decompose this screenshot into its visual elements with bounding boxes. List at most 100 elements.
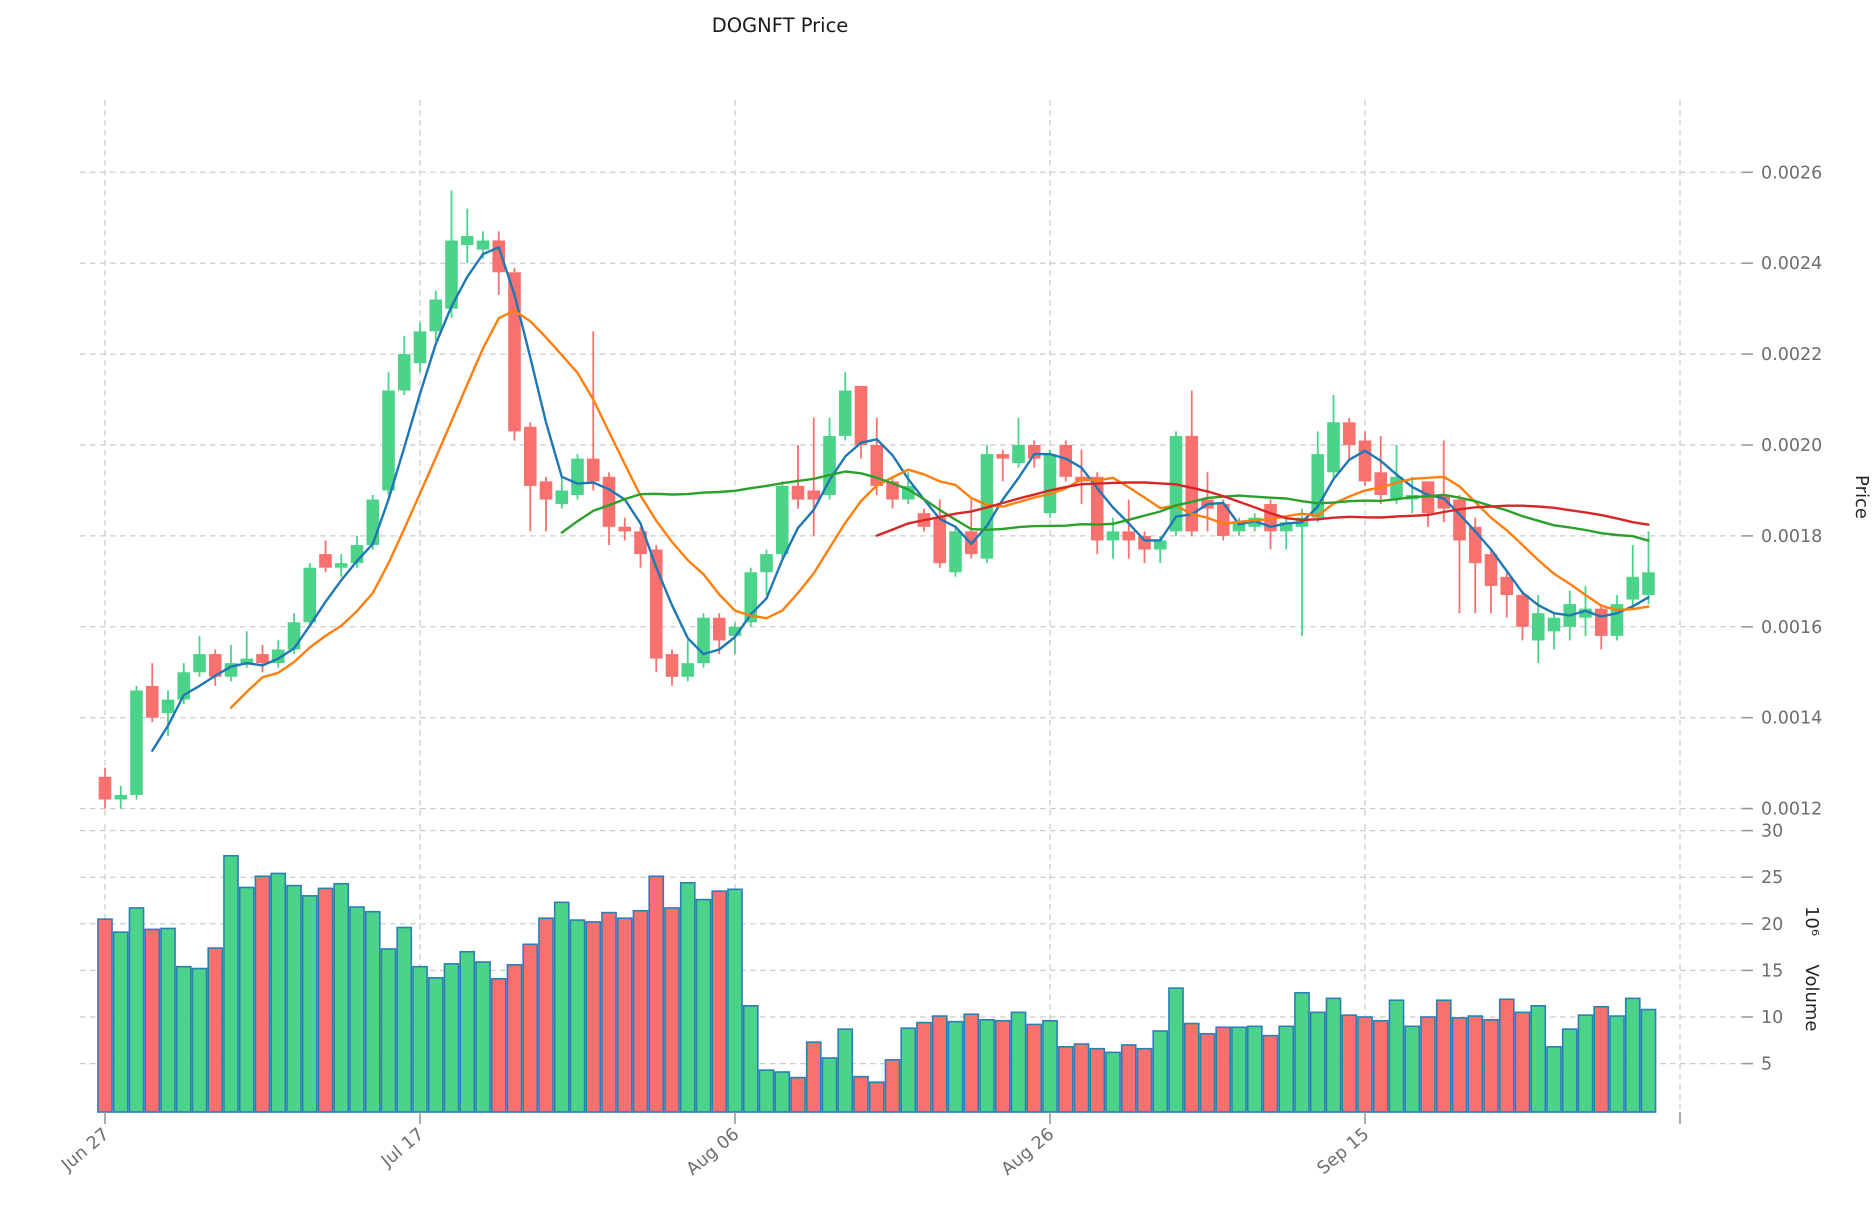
volume-bar (664, 907, 680, 1113)
candle-body (413, 331, 427, 364)
candle-body (303, 567, 317, 623)
volume-bar (774, 1071, 791, 1113)
date-tick-label: Aug 06 (683, 1125, 743, 1180)
candle-body (1012, 445, 1025, 464)
date-tick-label: Jun 27 (57, 1125, 113, 1176)
volume-bar (1530, 1005, 1547, 1113)
candle-body (98, 776, 112, 800)
volume-bar (1483, 1018, 1499, 1113)
candle-body (193, 654, 206, 673)
volume-bar (616, 917, 633, 1113)
volume-axis-scale: 10⁶ (1801, 906, 1822, 936)
candle-body (1500, 576, 1514, 595)
candle-body (366, 499, 380, 545)
candle-body (1579, 608, 1592, 618)
candle-body (996, 454, 1010, 459)
candle-body (1642, 572, 1655, 595)
volume-bar (301, 895, 318, 1113)
volume-bar (317, 887, 334, 1113)
candle-body (586, 458, 600, 482)
volume-tick-label: 10 (1761, 1008, 1783, 1028)
candle-body (397, 354, 411, 391)
volume-bar (947, 1020, 964, 1113)
candle-body (949, 531, 962, 573)
candle-body (791, 485, 805, 500)
candle-body (460, 235, 474, 246)
volume-bars-layer (97, 854, 1657, 1113)
volume-bar (1120, 1044, 1137, 1113)
volume-axis-title: Volume (1801, 965, 1822, 1032)
volume-bar (1136, 1047, 1153, 1113)
candle-body (1531, 613, 1545, 641)
volume-bar (884, 1059, 901, 1113)
sma-fast-line (151, 246, 1650, 752)
sma-mid-line (229, 309, 1650, 709)
volume-bar (695, 898, 712, 1113)
volume-bar (396, 926, 413, 1113)
candle-body (697, 617, 710, 664)
candle-body (602, 476, 616, 527)
volume-bar (1325, 997, 1342, 1113)
volume-bar (1073, 1043, 1090, 1113)
volume-bar (1231, 1026, 1247, 1113)
volume-bar (1420, 1016, 1436, 1113)
candle-body (1516, 594, 1529, 627)
candle-body (1327, 422, 1340, 473)
price-tick-label: 0.0016 (1761, 618, 1822, 638)
volume-bar (979, 1018, 995, 1113)
volume-bar (538, 917, 554, 1113)
candle-body (1547, 617, 1561, 632)
candle-body (886, 481, 899, 500)
volume-bar (349, 906, 365, 1113)
volume-bar (191, 967, 208, 1113)
candle-body (555, 490, 569, 505)
volume-bar (742, 1005, 759, 1113)
price-tick-label: 0.0020 (1761, 436, 1822, 456)
axis-ticks-layer (104, 171, 1753, 1124)
volume-bar (97, 918, 113, 1113)
volume-bar (1577, 1014, 1594, 1113)
candle-body (1374, 472, 1388, 495)
volume-bar (175, 965, 192, 1113)
volume-tick-label: 30 (1761, 822, 1783, 842)
volume-bar (916, 1021, 932, 1113)
candle-body (287, 622, 301, 650)
volume-tick-label: 15 (1761, 961, 1783, 981)
volume-bar (1467, 1015, 1484, 1113)
volume-bar (1341, 1014, 1358, 1113)
volume-bar (1372, 1019, 1389, 1113)
volume-bar (1435, 999, 1452, 1113)
chart-title: DOGNFT Price (712, 14, 849, 37)
volume-bar (821, 1057, 838, 1113)
volume-bar (144, 928, 161, 1113)
price-tick-label: 0.0024 (1761, 254, 1822, 274)
candle-body (1232, 522, 1246, 532)
volume-bar (994, 1019, 1011, 1113)
volume-tick-label: 5 (1761, 1055, 1772, 1075)
candle-body (775, 485, 789, 555)
candle-body (823, 435, 836, 495)
candle-body (712, 617, 726, 641)
volume-bar (1183, 1022, 1200, 1113)
volume-bar (1640, 1008, 1657, 1113)
date-tick-label: Sep 15 (1314, 1125, 1373, 1179)
volume-bar (475, 961, 491, 1113)
volume-bar (412, 965, 428, 1113)
volume-bar (1561, 1028, 1578, 1113)
volume-bar (1057, 1046, 1074, 1113)
sma-slowest-line (875, 481, 1650, 537)
volume-bar (963, 1013, 980, 1113)
volume-bar (1010, 1011, 1027, 1113)
candle-body (523, 426, 537, 486)
volume-bar (868, 1081, 885, 1113)
candle-body (130, 690, 143, 795)
volume-bar (1609, 1015, 1625, 1113)
volume-bar (1498, 998, 1515, 1113)
volume-tick-label: 20 (1761, 915, 1783, 935)
volume-bar (553, 901, 570, 1113)
candle-body (1216, 504, 1230, 536)
price-tick-label: 0.0022 (1761, 345, 1822, 365)
price-tick-label: 0.0012 (1761, 800, 1822, 820)
